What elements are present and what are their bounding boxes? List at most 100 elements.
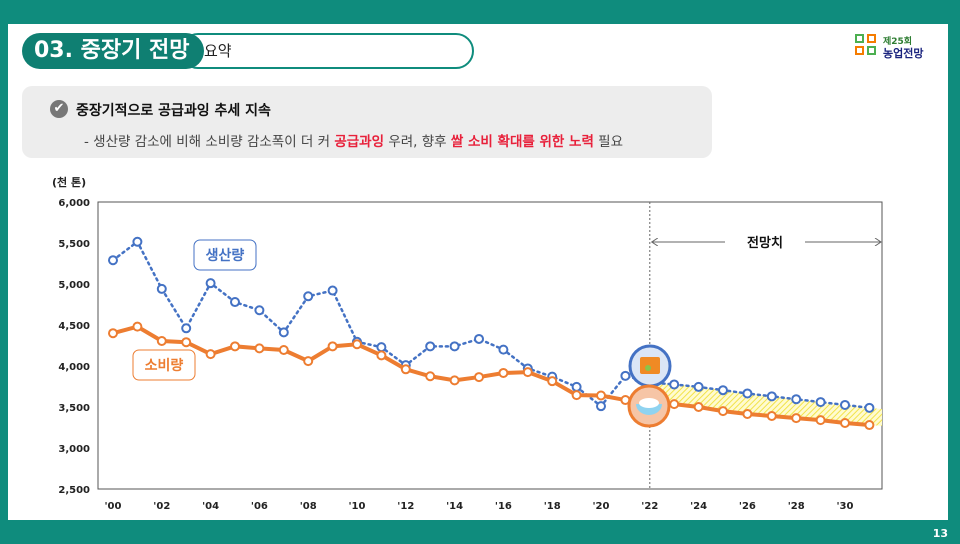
section-subtitle: 요약 [180,33,474,69]
data-point-consumption [522,367,533,378]
data-point-production [693,381,704,392]
y-tick-label: 2,500 [58,485,90,496]
data-point-production [742,388,753,399]
logo-title: 농업전망 [883,47,924,60]
data-point-consumption [742,408,753,419]
data-point-production [620,370,631,381]
series-label-production: 생산량 [206,247,245,264]
data-point-consumption [108,328,118,339]
page-number: 13 [932,527,948,540]
data-point-production [596,401,606,412]
summary-text: 필요 [593,134,624,150]
summary-headline: 중장기적으로 공급과잉 추세 지속 [76,103,271,119]
data-point-consumption [571,390,582,401]
data-point-consumption [815,415,826,426]
x-tick-label: '12 [397,501,414,512]
y-tick-label: 4,500 [58,321,90,332]
logo-edition: 제25회 [883,37,913,47]
grain-sack-icon-body [640,357,660,374]
summary-highlight: 쌀 소비 확대를 위한 노력 [450,134,594,150]
x-tick-label: '28 [788,501,805,512]
summary-text: 우려, 향후 [384,134,451,150]
data-point-consumption [425,371,436,382]
data-point-consumption [327,341,338,352]
data-point-consumption [498,367,509,378]
data-point-production [132,236,143,247]
data-point-production [474,333,484,344]
x-tick-label: '18 [544,501,561,512]
data-point-consumption [474,372,484,383]
data-point-consumption [791,413,802,424]
data-point-consumption [449,375,460,386]
data-point-production [718,385,728,396]
data-point-consumption [156,335,167,346]
y-tick-label: 6,000 [58,198,90,209]
x-tick-label: '26 [739,501,756,512]
data-point-production [669,379,680,390]
data-point-production [205,278,216,289]
data-point-consumption [254,343,265,354]
x-tick-label: '02 [153,501,170,512]
data-point-consumption [303,356,314,367]
plot-frame [97,201,883,490]
data-point-production [791,394,802,405]
data-point-consumption [181,337,192,348]
data-point-production [498,344,509,355]
forecast-label: 전망치 [747,235,783,251]
y-axis-unit: (천 톤) [52,176,87,189]
x-tick-label: '04 [202,501,219,512]
y-tick-label: 3,000 [58,444,90,455]
data-point-consumption [669,399,680,410]
y-tick-label: 5,000 [58,280,90,291]
data-point-consumption [376,350,387,361]
series-label-consumption: 소비량 [145,358,184,374]
data-point-consumption [132,321,143,332]
x-tick-label: '14 [446,501,463,512]
summary-body: - 생산량 감소에 비해 소비량 감소폭이 더 커 공급과잉 우려, 향후 쌀 … [84,130,623,150]
x-tick-label: '08 [300,501,317,512]
x-tick-label: '20 [593,501,610,512]
summary-highlight: 공급과잉 [334,134,385,150]
series-label-production-box [193,239,257,271]
section-title: 03. 중장기 전망 [22,33,204,69]
data-point-production [181,323,192,334]
series-label-consumption-box [132,349,196,381]
x-tick-label: '00 [105,501,122,512]
y-tick-label: 3,500 [58,403,90,414]
data-point-consumption [693,402,704,412]
data-point-production [108,255,118,266]
checkmark-icon: ✔ [50,100,68,118]
grain-sack-icon-detail [645,365,651,371]
data-point-consumption [766,411,777,422]
rice-bowl-icon-rice [639,398,659,408]
data-point-production [815,397,826,408]
data-point-consumption [840,417,850,428]
x-tick-label: '30 [837,501,854,512]
data-point-production [327,285,338,296]
data-point-production [303,291,314,302]
logo: 제25회 농업전망 [855,34,935,60]
data-point-production [230,297,240,308]
summary-box: ✔ 중장기적으로 공급과잉 추세 지속 - 생산량 감소에 비해 소비량 감소폭… [22,86,712,158]
data-point-consumption [230,341,240,352]
data-point-consumption [596,390,606,401]
x-tick-label: '10 [349,501,366,512]
data-point-consumption [547,376,558,387]
data-point-consumption [864,420,875,431]
data-point-consumption [400,364,411,375]
data-point-production [376,342,387,353]
data-point-production [864,402,875,413]
data-point-production [571,381,582,392]
x-tick-label: '22 [641,501,658,512]
data-point-consumption [278,345,289,356]
y-tick-label: 5,500 [58,239,90,250]
data-point-consumption [352,339,362,350]
data-point-production [766,391,777,402]
data-point-production [278,327,289,338]
summary-text: - 생산량 감소에 비해 소비량 감소폭이 더 커 [84,134,335,150]
data-point-production [449,341,460,352]
data-point-consumption [718,406,728,417]
data-point-consumption [205,349,216,360]
forecast-gap-band [649,382,882,426]
